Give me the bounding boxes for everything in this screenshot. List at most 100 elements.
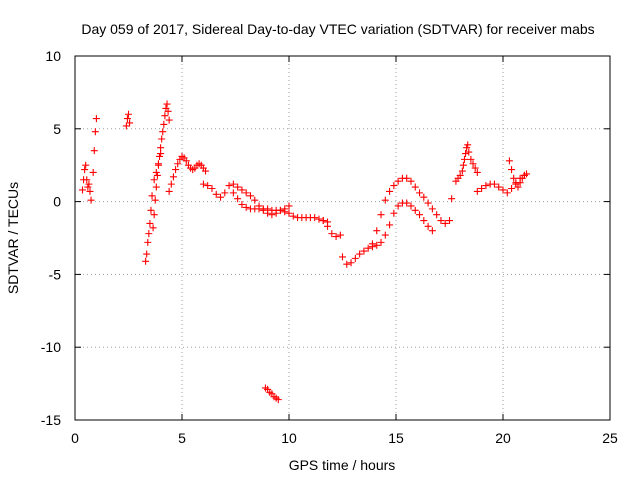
data-point: [469, 160, 477, 168]
data-point: [84, 183, 92, 191]
data-point: [360, 247, 368, 255]
data-point: [336, 231, 344, 239]
data-point: [90, 147, 98, 155]
x-tick-label: 10: [281, 430, 297, 446]
data-point: [456, 171, 464, 179]
data-point: [221, 189, 229, 197]
series-arc-15h: [368, 174, 453, 248]
series-arc-8h: [229, 189, 332, 226]
series-arc-17.6h: [448, 195, 456, 203]
data-point: [471, 164, 479, 172]
data-point: [125, 110, 132, 118]
data-point: [126, 119, 134, 127]
data-point: [83, 176, 91, 184]
data-point: [143, 250, 151, 258]
data-point: [508, 184, 516, 192]
data-point: [368, 240, 376, 248]
data-point: [172, 166, 180, 174]
data-point: [339, 253, 346, 261]
data-point: [394, 202, 402, 210]
data-point: [285, 202, 293, 210]
data-point: [473, 187, 481, 195]
data-point: [381, 196, 389, 204]
series-arc-5h: [165, 152, 210, 195]
data-point: [163, 100, 171, 108]
data-point: [142, 257, 150, 265]
series-arc-3.3h: [142, 150, 165, 265]
y-tick-label: -5: [49, 266, 62, 282]
data-point: [462, 150, 470, 158]
data-point: [458, 167, 466, 175]
x-axis-label: GPS time / hours: [289, 457, 396, 473]
x-tick-label: 20: [495, 430, 511, 446]
data-point: [514, 183, 522, 191]
data-point: [328, 230, 336, 238]
data-point: [150, 211, 158, 219]
data-point: [424, 222, 432, 230]
data-point: [242, 189, 250, 197]
data-point: [276, 206, 284, 214]
data-point: [416, 211, 424, 219]
data-point: [356, 250, 364, 258]
data-point: [91, 128, 99, 136]
data-point: [424, 199, 432, 207]
data-point: [390, 209, 398, 217]
data-point: [446, 217, 453, 225]
data-point: [264, 205, 272, 213]
data-point: [377, 238, 385, 246]
data-point: [460, 155, 468, 163]
data-point: [167, 180, 175, 188]
data-point: [510, 174, 518, 182]
data-point: [153, 171, 161, 179]
data-point: [505, 157, 513, 165]
data-point: [225, 182, 233, 190]
data-point: [81, 166, 89, 174]
data-point: [158, 135, 166, 143]
data-point: [208, 184, 216, 192]
data-point: [315, 215, 323, 223]
data-point: [157, 144, 165, 152]
series-arc-11.5h: [319, 217, 344, 241]
data-point: [145, 230, 153, 238]
x-tick-label: 15: [388, 430, 404, 446]
series-arc-6.5h: [199, 180, 293, 219]
data-point: [152, 183, 160, 191]
data-point: [144, 238, 152, 246]
data-point: [403, 199, 411, 207]
data-point: [386, 187, 394, 195]
data-point: [154, 161, 162, 169]
data-point: [516, 179, 524, 187]
data-point: [204, 182, 212, 190]
data-point: [251, 196, 259, 204]
data-point: [169, 173, 177, 181]
data-point: [459, 161, 467, 169]
data-point: [319, 217, 327, 225]
x-tick-label: 25: [602, 430, 618, 446]
data-point: [229, 189, 237, 197]
data-point: [420, 193, 428, 201]
data-point: [381, 231, 389, 239]
data-point: [164, 107, 172, 115]
y-tick-label: 5: [53, 121, 61, 137]
plot-frame: [74, 55, 611, 421]
data-point: [285, 209, 293, 217]
data-point: [311, 214, 319, 222]
series-arc-0.9h: [87, 115, 100, 204]
data-point: [78, 186, 86, 194]
data-point: [122, 122, 130, 130]
data-point: [87, 196, 95, 204]
data-point: [217, 193, 225, 201]
data-point: [156, 152, 164, 160]
y-tick-label: 10: [45, 48, 61, 64]
data-point: [495, 183, 503, 191]
data-point: [343, 260, 351, 268]
data-point: [160, 120, 168, 128]
data-point: [246, 192, 254, 200]
data-point: [411, 183, 419, 191]
data-point: [199, 180, 207, 188]
data-point: [229, 180, 237, 188]
data-point: [437, 217, 445, 225]
data-point: [463, 144, 471, 152]
data-point: [149, 224, 157, 232]
data-points: [78, 100, 531, 404]
